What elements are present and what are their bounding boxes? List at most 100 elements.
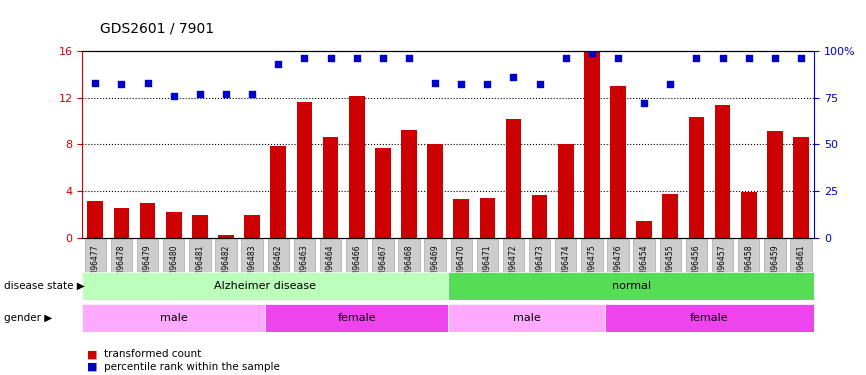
Text: GSM96468: GSM96468: [404, 244, 413, 286]
Point: [455, 81, 469, 87]
Text: GSM96456: GSM96456: [692, 244, 701, 286]
Point: [794, 55, 808, 61]
Point: [140, 80, 154, 86]
Text: disease state ▶: disease state ▶: [4, 281, 85, 291]
Point: [585, 50, 598, 55]
Text: GSM96480: GSM96480: [169, 244, 178, 286]
Point: [402, 55, 416, 61]
FancyBboxPatch shape: [242, 238, 263, 292]
Point: [271, 61, 285, 67]
FancyBboxPatch shape: [398, 238, 420, 292]
Point: [611, 55, 625, 61]
Bar: [611, 86, 626, 238]
FancyBboxPatch shape: [372, 238, 393, 292]
Bar: [714, 105, 730, 238]
Text: percentile rank within the sample: percentile rank within the sample: [104, 362, 280, 372]
Point: [167, 93, 181, 99]
Bar: [767, 132, 783, 238]
FancyBboxPatch shape: [320, 238, 341, 292]
Bar: [139, 203, 156, 238]
Bar: [532, 195, 547, 238]
Point: [481, 81, 494, 87]
Text: GSM96471: GSM96471: [483, 244, 492, 286]
Point: [88, 80, 102, 86]
Point: [768, 55, 782, 61]
FancyBboxPatch shape: [529, 238, 550, 292]
Bar: [265, 304, 449, 332]
Bar: [218, 235, 234, 238]
Point: [376, 55, 390, 61]
FancyBboxPatch shape: [216, 238, 236, 292]
Text: GSM96457: GSM96457: [718, 244, 727, 286]
Text: GSM96455: GSM96455: [666, 244, 675, 286]
Text: GSM96462: GSM96462: [274, 244, 283, 286]
Text: GSM96470: GSM96470: [456, 244, 466, 286]
Text: GSM96479: GSM96479: [143, 244, 152, 286]
FancyBboxPatch shape: [712, 238, 734, 292]
Point: [245, 91, 259, 97]
Text: GSM96475: GSM96475: [587, 244, 597, 286]
Text: female: female: [690, 313, 729, 323]
Text: GSM96469: GSM96469: [430, 244, 440, 286]
Text: GSM96473: GSM96473: [535, 244, 544, 286]
Point: [298, 55, 312, 61]
Point: [742, 55, 756, 61]
Bar: [793, 137, 809, 238]
Bar: [637, 220, 652, 238]
Text: GSM96467: GSM96467: [378, 244, 387, 286]
FancyBboxPatch shape: [450, 238, 472, 292]
Text: GSM96482: GSM96482: [222, 244, 230, 286]
Bar: [113, 208, 129, 238]
Text: GSM96476: GSM96476: [613, 244, 623, 286]
Point: [507, 74, 520, 80]
FancyBboxPatch shape: [738, 238, 759, 292]
FancyBboxPatch shape: [764, 238, 785, 292]
FancyBboxPatch shape: [607, 238, 629, 292]
Point: [663, 81, 677, 87]
Bar: [688, 117, 704, 238]
Point: [533, 81, 546, 87]
Text: GSM96481: GSM96481: [196, 244, 204, 286]
Bar: [558, 144, 573, 238]
FancyBboxPatch shape: [791, 238, 811, 292]
FancyBboxPatch shape: [633, 238, 655, 292]
Point: [350, 55, 364, 61]
Text: GSM96477: GSM96477: [91, 244, 100, 286]
Bar: [584, 51, 600, 238]
Text: GSM96454: GSM96454: [640, 244, 649, 286]
Text: Alzheimer disease: Alzheimer disease: [214, 281, 316, 291]
Bar: [82, 272, 448, 300]
Bar: [296, 102, 313, 238]
Point: [219, 91, 233, 97]
Text: GSM96483: GSM96483: [248, 244, 256, 286]
Bar: [448, 272, 814, 300]
Point: [689, 55, 703, 61]
Point: [324, 55, 338, 61]
Text: GSM96463: GSM96463: [300, 244, 309, 286]
FancyBboxPatch shape: [476, 238, 498, 292]
Text: ■: ■: [87, 362, 97, 372]
FancyBboxPatch shape: [189, 238, 210, 292]
Text: male: male: [513, 313, 540, 323]
FancyBboxPatch shape: [163, 238, 184, 292]
Bar: [427, 144, 443, 238]
Bar: [605, 304, 814, 332]
Point: [428, 80, 442, 86]
Text: GSM96478: GSM96478: [117, 244, 126, 286]
Bar: [454, 200, 469, 238]
Text: GSM96466: GSM96466: [352, 244, 361, 286]
FancyBboxPatch shape: [346, 238, 367, 292]
FancyBboxPatch shape: [111, 238, 132, 292]
FancyBboxPatch shape: [503, 238, 524, 292]
Point: [114, 81, 128, 87]
Bar: [662, 194, 678, 238]
FancyBboxPatch shape: [137, 238, 158, 292]
Text: normal: normal: [611, 281, 650, 291]
FancyBboxPatch shape: [581, 238, 603, 292]
Text: GSM96474: GSM96474: [561, 244, 570, 286]
FancyBboxPatch shape: [85, 238, 106, 292]
FancyBboxPatch shape: [660, 238, 681, 292]
Bar: [480, 198, 495, 238]
Point: [193, 91, 207, 97]
Text: GDS2601 / 7901: GDS2601 / 7901: [100, 22, 214, 36]
